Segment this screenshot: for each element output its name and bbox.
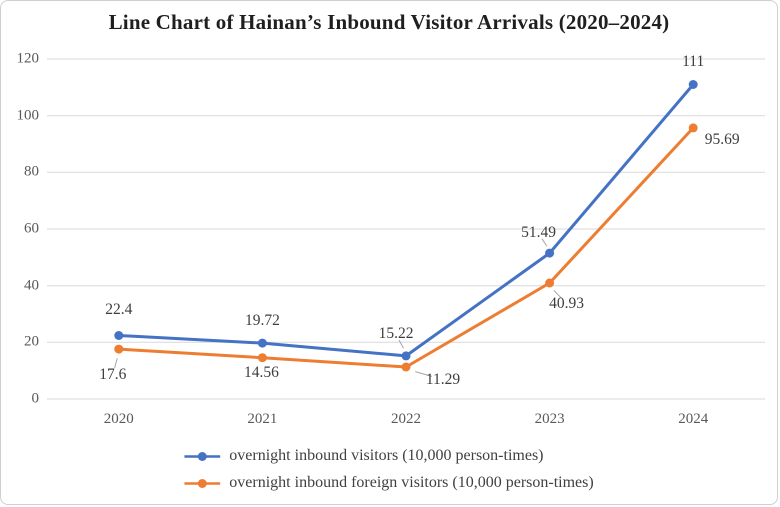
y-tick-label: 20 [24, 333, 39, 350]
label-leader-line [398, 339, 404, 349]
data-point [401, 351, 411, 361]
x-tick-label: 2021 [247, 411, 278, 427]
legend-line-marker-icon [184, 478, 221, 488]
legend-label: overnight inbound foreign visitors (10,0… [229, 474, 594, 491]
data-point [688, 123, 698, 133]
y-tick-label: 0 [31, 390, 40, 407]
label-leader-line [541, 238, 548, 247]
legend-item: overnight inbound foreign visitors (10,0… [184, 471, 594, 495]
data-label: 17.6 [99, 366, 127, 384]
data-label: 40.93 [549, 295, 585, 312]
label-leader-line [553, 290, 562, 299]
y-tick-label: 60 [24, 220, 39, 237]
data-label: 22.4 [105, 300, 133, 318]
x-tick-label: 2023 [534, 411, 565, 427]
data-label: 11.29 [425, 371, 461, 388]
data-label: 95.69 [704, 130, 740, 148]
y-tick-label: 80 [24, 163, 39, 180]
legend-line-marker-icon [184, 451, 221, 461]
data-point [114, 344, 124, 354]
label-leader-line [415, 371, 433, 377]
data-label: 51.49 [521, 224, 557, 242]
data-point [545, 278, 555, 288]
data-point [688, 80, 698, 89]
chart-title: Line Chart of Hainan’s Inbound Visitor A… [108, 10, 670, 34]
legend-label: overnight inbound visitors (10,000 perso… [229, 447, 544, 464]
y-tick-label: 40 [24, 277, 39, 294]
x-tick-label: 2020 [103, 411, 134, 427]
legend-item: overnight inbound visitors (10,000 perso… [184, 444, 593, 468]
data-label: 111 [682, 52, 705, 70]
data-point [257, 353, 267, 363]
data-point [257, 338, 267, 348]
data-point [545, 248, 555, 258]
y-tick-label: 100 [16, 107, 40, 124]
data-point [114, 331, 124, 340]
data-label: 19.72 [244, 312, 280, 330]
y-tick-label: 120 [16, 50, 40, 67]
data-label: 14.56 [243, 363, 279, 381]
x-tick-label: 2024 [678, 411, 709, 427]
data-point [401, 362, 411, 372]
x-tick-label: 2022 [391, 411, 421, 427]
label-leader-line [114, 358, 118, 369]
data-label: 15.22 [378, 324, 414, 342]
legend: overnight inbound visitors (10,000 perso… [184, 444, 594, 495]
